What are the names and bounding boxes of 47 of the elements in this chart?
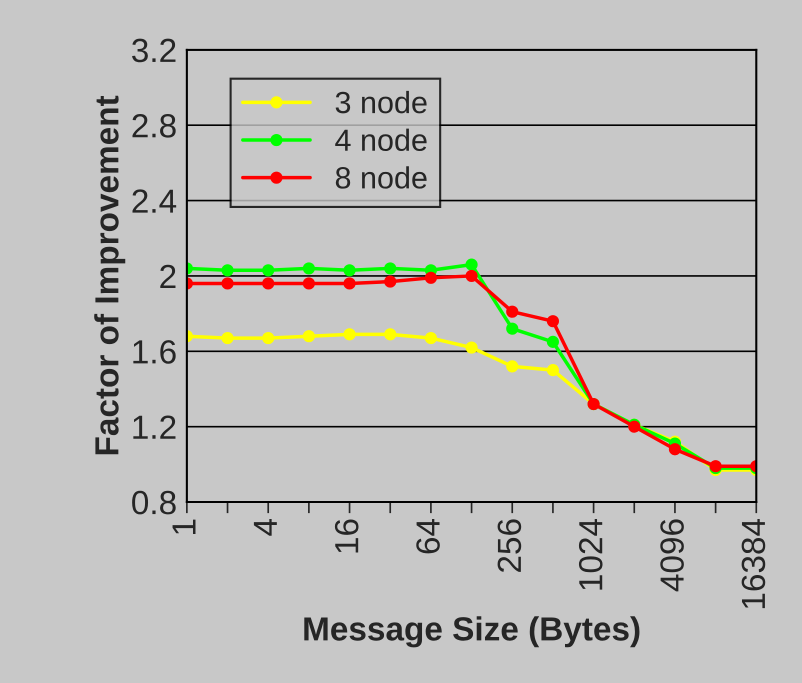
point [424,332,437,344]
point [506,360,518,372]
x-tick-label: 1024 [578,518,603,590]
x-tick-label: 64 [416,518,440,554]
point [466,258,478,271]
y-tick-label: 3.2 [132,38,176,62]
y-tick-label: 1.6 [133,340,176,364]
x-tick-label: 4096 [660,519,684,592]
point [302,262,315,274]
point [262,277,274,290]
y-tick-label: 0.8 [132,490,176,514]
x-tick-label: 16384 [742,518,766,608]
point [221,277,234,290]
point [302,330,315,342]
point [506,306,518,318]
point [466,270,478,282]
point [343,328,356,340]
x-tick-label: 1 [172,520,196,534]
x-axis-title: Message Size (Bytes) [304,616,640,648]
point [302,277,315,290]
point [262,332,274,344]
legend-label: 4 node [335,128,427,152]
point [343,264,356,276]
x-tick-label: 256 [498,519,522,572]
point [546,315,559,328]
point [221,264,234,276]
point [506,322,518,335]
point [424,272,437,284]
point [384,328,396,340]
point [466,341,478,354]
point [546,364,559,376]
point [221,332,234,344]
y-tick-label: 1.2 [133,415,176,439]
point [262,264,274,276]
point [546,336,559,348]
y-tick-label: 2.4 [132,189,176,213]
y-tick-label: 2 [160,264,176,288]
y-axis-title: Factor of Improvement [94,96,126,454]
legend-label: 8 node [336,166,427,189]
point [668,443,682,456]
legend-label: 3 node [336,90,427,114]
x-tick-label: 16 [334,519,359,553]
x-tick-label: 4 [254,518,277,536]
point [384,262,396,274]
y-tick-label: 2.8 [132,114,176,138]
point [343,277,356,290]
point [384,276,396,288]
